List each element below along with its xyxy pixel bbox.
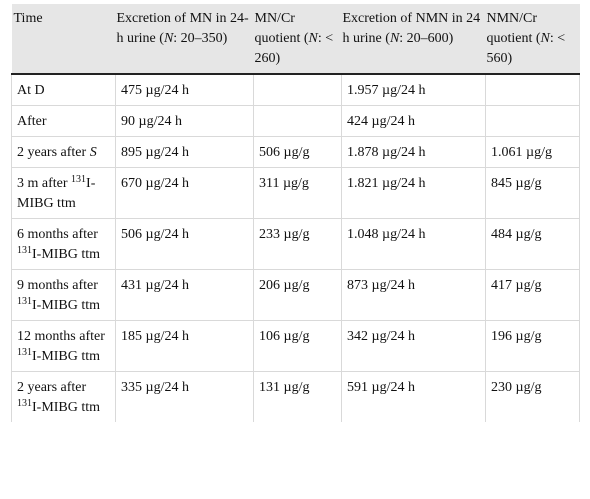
table-row: 2 years after S 895 µg/24 h 506 µg/g 1.878 … <box>11 136 580 168</box>
cell-time: 2 years after 131I-MIBG ttm <box>11 371 116 422</box>
cell-mn-excretion: 90 µg/24 h <box>115 105 254 137</box>
cell-mn-excretion: 335 µg/24 h <box>115 371 254 422</box>
cell-time: 3 m after 131I-MIBG ttm <box>11 167 116 219</box>
cell-time: At D <box>11 73 116 106</box>
cell-nmn-excretion: 1.821 µg/24 h <box>341 167 486 219</box>
cell-nmn-cr-quotient <box>485 73 580 106</box>
table-container: Time Excretion of MN in 24-h urine (N: 2… <box>11 4 580 422</box>
cell-mn-cr-quotient: 233 µg/g <box>253 218 342 270</box>
cell-mn-cr-quotient: 506 µg/g <box>253 136 342 168</box>
cell-nmn-excretion: 424 µg/24 h <box>341 105 486 137</box>
cell-mn-cr-quotient: 106 µg/g <box>253 320 342 372</box>
cell-nmn-cr-quotient: 1.061 µg/g <box>485 136 580 168</box>
cell-nmn-excretion: 1.878 µg/24 h <box>341 136 486 168</box>
cell-time: 12 months after 131I-MIBG ttm <box>11 320 116 372</box>
table-row: 2 years after 131I-MIBG ttm 335 µg/24 h 13… <box>11 371 580 422</box>
table-row: At D 475 µg/24 h 1.957 µg/24 h <box>11 73 580 106</box>
cell-nmn-excretion: 591 µg/24 h <box>341 371 486 422</box>
cell-mn-excretion: 506 µg/24 h <box>115 218 254 270</box>
cell-mn-cr-quotient: 131 µg/g <box>253 371 342 422</box>
header-mn-excretion: Excretion of MN in 24-h urine (N: 20–350… <box>115 4 254 75</box>
cell-nmn-excretion: 1.957 µg/24 h <box>341 73 486 106</box>
header-row: Time Excretion of MN in 24-h urine (N: 2… <box>11 4 580 75</box>
header-time: Time <box>11 4 116 75</box>
cell-nmn-cr-quotient: 230 µg/g <box>485 371 580 422</box>
cell-nmn-cr-quotient: 845 µg/g <box>485 167 580 219</box>
cell-time: 9 months after 131I-MIBG ttm <box>11 269 116 321</box>
cell-mn-cr-quotient: 311 µg/g <box>253 167 342 219</box>
header-nmn-excretion: Excretion of NMN in 24 h urine (N: 20–60… <box>341 4 486 75</box>
cell-mn-excretion: 670 µg/24 h <box>115 167 254 219</box>
table-row: 3 m after 131I-MIBG ttm 670 µg/24 h 311 µg… <box>11 167 580 219</box>
table-row: After 90 µg/24 h 424 µg/24 h <box>11 105 580 137</box>
cell-nmn-cr-quotient: 417 µg/g <box>485 269 580 321</box>
cell-mn-excretion: 431 µg/24 h <box>115 269 254 321</box>
cell-nmn-cr-quotient: 196 µg/g <box>485 320 580 372</box>
cell-time: 6 months after 131I-MIBG ttm <box>11 218 116 270</box>
cell-mn-cr-quotient <box>253 73 342 106</box>
cell-mn-excretion: 895 µg/24 h <box>115 136 254 168</box>
cell-nmn-excretion: 1.048 µg/24 h <box>341 218 486 270</box>
cell-nmn-cr-quotient <box>485 105 580 137</box>
cell-nmn-excretion: 873 µg/24 h <box>341 269 486 321</box>
cell-nmn-cr-quotient: 484 µg/g <box>485 218 580 270</box>
cell-mn-cr-quotient <box>253 105 342 137</box>
cell-nmn-excretion: 342 µg/24 h <box>341 320 486 372</box>
cell-mn-excretion: 475 µg/24 h <box>115 73 254 106</box>
header-mn-cr-quotient: MN/Cr quotient (N: < 260) <box>253 4 342 75</box>
cell-time: 2 years after S <box>11 136 116 168</box>
table-header: Time Excretion of MN in 24-h urine (N: 2… <box>11 4 580 75</box>
data-table: Time Excretion of MN in 24-h urine (N: 2… <box>11 4 580 422</box>
cell-mn-cr-quotient: 206 µg/g <box>253 269 342 321</box>
header-nmn-cr-quotient: NMN/Cr quotient (N: < 560) <box>485 4 580 75</box>
cell-mn-excretion: 185 µg/24 h <box>115 320 254 372</box>
table-body: At D 475 µg/24 h 1.957 µg/24 h After 90 µg/2… <box>11 73 580 422</box>
cell-time: After <box>11 105 116 137</box>
table-row: 12 months after 131I-MIBG ttm 185 µg/24 h… <box>11 320 580 372</box>
